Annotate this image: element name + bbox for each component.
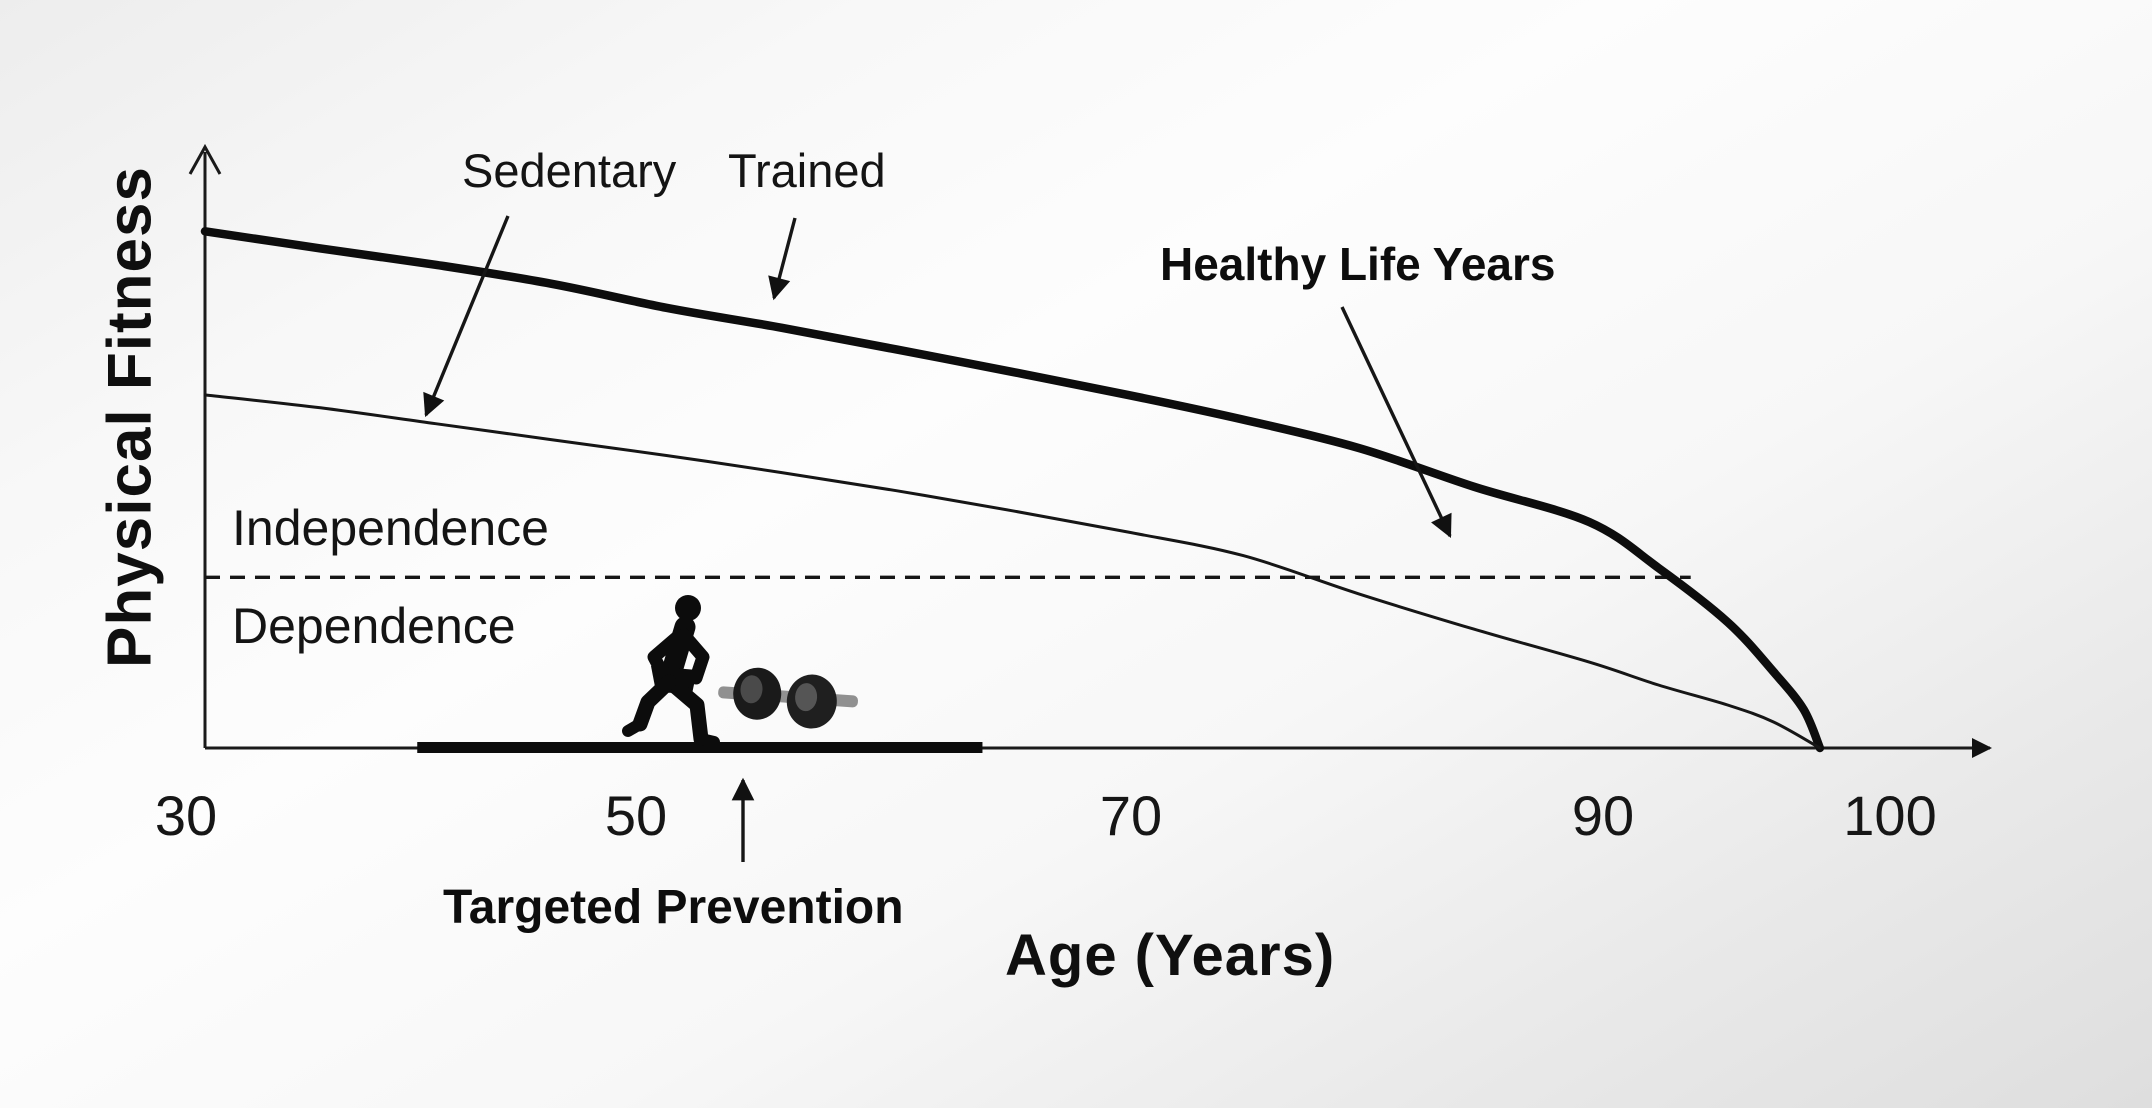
sedentary-curve: [203, 393, 1822, 750]
x-axis-title: Age (Years): [1005, 923, 1336, 988]
x-tick-label-30: 30: [154, 784, 218, 847]
trained-label: Trained: [728, 144, 886, 197]
targeted-prevention-label: Targeted Prevention: [443, 881, 904, 934]
dependence-label: Dependence: [232, 598, 516, 654]
trained-curve: [200, 227, 1825, 753]
x-tick-label-70: 70: [1099, 784, 1163, 847]
trained-leader-arrow: [768, 217, 797, 301]
y-axis-title: Physical Fitness: [95, 166, 165, 668]
dumbbell-icon: [718, 667, 858, 729]
healthy-life-years-label: Healthy Life Years: [1160, 238, 1556, 290]
healthy-life-years-leader-arrow: [1340, 306, 1452, 539]
x-tick-label-50: 50: [604, 784, 668, 847]
sedentary-leader-arrow: [423, 215, 510, 418]
independence-label: Independence: [232, 500, 549, 556]
x-tick-label-90: 90: [1571, 784, 1635, 847]
y-axis-arrowhead: [188, 143, 222, 175]
runner-icon: [622, 595, 720, 748]
sedentary-label: Sedentary: [462, 144, 677, 197]
x-tick-label-100: 100: [1843, 784, 1937, 847]
targeted-prevention-bar: [417, 742, 983, 753]
